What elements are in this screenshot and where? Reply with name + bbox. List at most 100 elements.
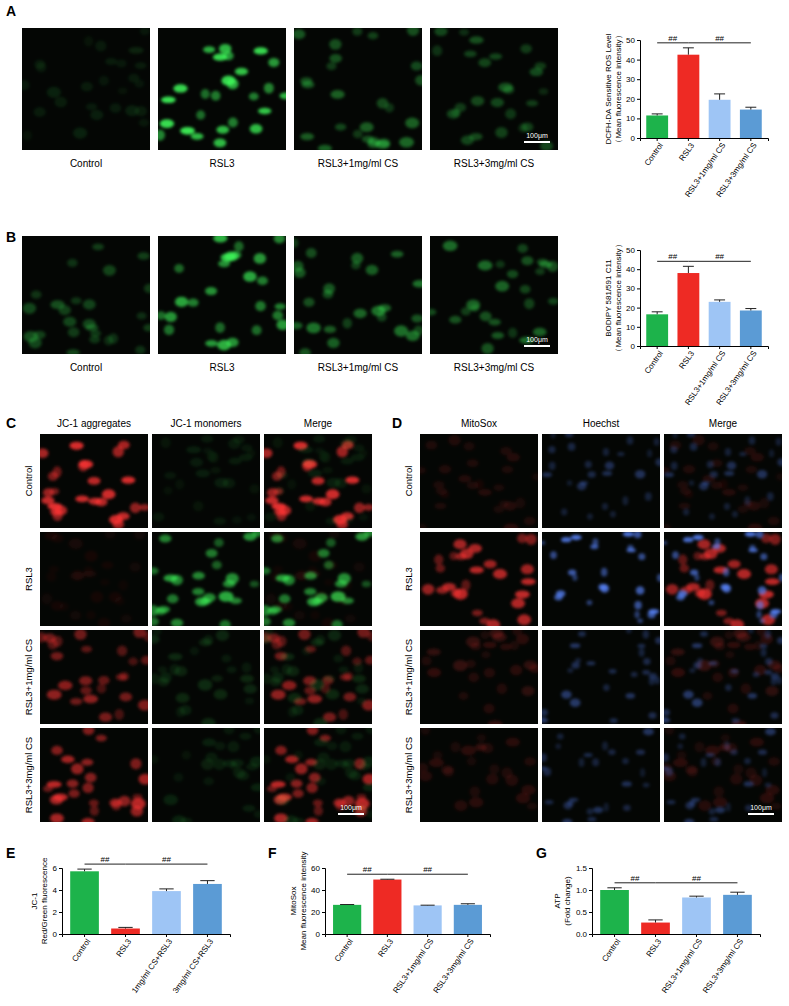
cell: [303, 298, 314, 307]
cell: [306, 783, 317, 793]
cell: [63, 317, 76, 327]
x-tick-mark: [657, 346, 658, 349]
cell: [690, 443, 698, 451]
cell: [469, 36, 484, 43]
cell: [723, 568, 729, 577]
cell: [724, 471, 734, 476]
image-background: [420, 532, 538, 626]
image-channel: [665, 630, 782, 724]
image-caption: RSL3+3mg/ml CS: [454, 158, 535, 169]
x-tick-label: RSL3+1mg/ml CS: [660, 937, 704, 995]
error-bar-cap: [730, 892, 744, 893]
cell: [721, 734, 730, 742]
cell: [643, 783, 650, 788]
cell: [40, 632, 46, 643]
cell: [480, 311, 492, 321]
cell: [272, 311, 283, 320]
image-channel: [542, 630, 660, 723]
error-bar: [683, 266, 694, 273]
cell: [756, 601, 763, 609]
cell: [324, 579, 333, 585]
cell: [265, 513, 277, 522]
cell: [769, 450, 774, 458]
cell: [760, 644, 768, 649]
panel-letter: D: [392, 415, 402, 431]
y-tick-label: 60: [311, 864, 320, 873]
cell: [95, 498, 108, 507]
cell: [254, 253, 266, 264]
row-label: RSL3+1mg/ml CS: [403, 639, 414, 715]
cell: [683, 465, 695, 473]
y-tick-mark: [637, 269, 640, 270]
error-bar: [689, 896, 703, 897]
cell: [95, 41, 106, 52]
cell: [295, 763, 308, 774]
cell: [622, 758, 629, 764]
cell: [71, 763, 84, 774]
error-bar: [652, 114, 663, 116]
error-bar-cap: [745, 308, 756, 309]
cell: [477, 734, 486, 742]
y-tick-label: 0: [53, 930, 58, 939]
cell: [725, 651, 734, 658]
cell: [468, 544, 482, 553]
cell: [503, 86, 515, 94]
cell: [104, 532, 115, 539]
cell: [697, 539, 710, 549]
image-channel: [664, 434, 782, 520]
column-head: Merge: [304, 418, 333, 429]
cell: [691, 798, 700, 802]
cell: [338, 573, 351, 584]
cell: [765, 783, 772, 788]
cell: [239, 733, 251, 740]
cell: [138, 700, 148, 711]
cell: [587, 513, 593, 519]
y-tick-label: 0.5: [576, 908, 588, 917]
x-tick-mark: [719, 346, 720, 349]
cell: [198, 679, 213, 690]
image-tile: [152, 630, 260, 724]
cell: [689, 480, 694, 485]
y-tick-label: 20: [626, 95, 635, 104]
cell: [192, 588, 204, 595]
cell: [310, 611, 320, 620]
cell: [363, 504, 372, 511]
plot-area: [333, 879, 482, 934]
cell: [542, 472, 552, 477]
error-bar-cap: [461, 903, 475, 904]
cell: [436, 587, 448, 594]
cell: [719, 479, 728, 489]
cell: [495, 281, 509, 292]
cell: [517, 244, 528, 253]
cell: [680, 564, 690, 572]
cell: [252, 325, 262, 335]
image-caption: RSL3: [209, 158, 234, 169]
x-tick: RSL3: [644, 934, 663, 959]
cell: [130, 562, 141, 572]
cell: [556, 590, 565, 597]
cell: [223, 478, 236, 488]
error-bar-cap: [714, 93, 725, 94]
image-channel: [664, 532, 782, 623]
cell: [516, 634, 529, 645]
cell: [451, 588, 462, 597]
y-tick-label: 50: [626, 36, 635, 45]
cell: [715, 807, 725, 814]
y-tick: 4: [53, 886, 62, 895]
cell: [69, 538, 83, 549]
cell: [52, 636, 62, 647]
cell: [161, 97, 176, 104]
error-bar: [380, 879, 394, 880]
cell: [195, 597, 209, 606]
cell: [486, 774, 498, 785]
y-tick-label: 40: [626, 265, 635, 274]
cell: [345, 476, 359, 483]
cell: [211, 91, 221, 101]
cell: [421, 728, 431, 735]
cell: [210, 467, 220, 474]
y-tick-mark: [322, 868, 325, 869]
cell: [524, 298, 534, 309]
cell: [160, 672, 172, 683]
cell: [103, 265, 116, 276]
significance-label: ##: [423, 865, 432, 874]
